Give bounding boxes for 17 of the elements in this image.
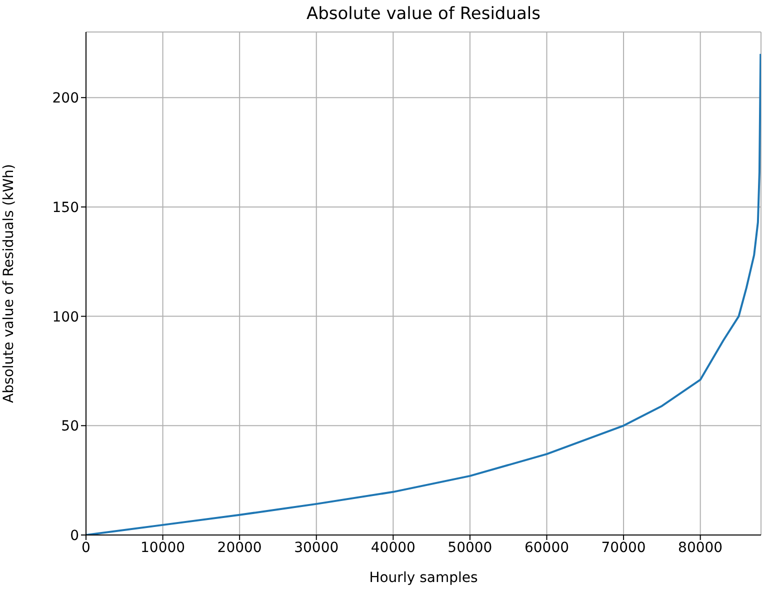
- y-axis-title: Absolute value of Residuals (kWh): [0, 164, 17, 403]
- x-tick-label: 0: [82, 540, 90, 556]
- x-tick-label: 30000: [294, 540, 339, 556]
- x-tick-label: 20000: [217, 540, 262, 556]
- y-tick-label: 50: [61, 418, 79, 435]
- y-tick-label: 100: [52, 309, 79, 326]
- x-tick-label: 10000: [140, 540, 186, 556]
- y-tick-label: 0: [70, 528, 79, 544]
- x-tick-label: 70000: [601, 540, 646, 556]
- x-tick-label: 80000: [678, 540, 723, 556]
- chart-title: Absolute value of Residuals: [306, 4, 542, 24]
- x-axis-title: Hourly samples: [369, 570, 478, 586]
- y-tick-label: 200: [52, 90, 79, 107]
- x-tick-label: 50000: [448, 540, 492, 556]
- y-tick-label: 150: [52, 200, 79, 216]
- x-tick-label: 40000: [370, 540, 416, 556]
- x-tick-label: 60000: [524, 540, 570, 556]
